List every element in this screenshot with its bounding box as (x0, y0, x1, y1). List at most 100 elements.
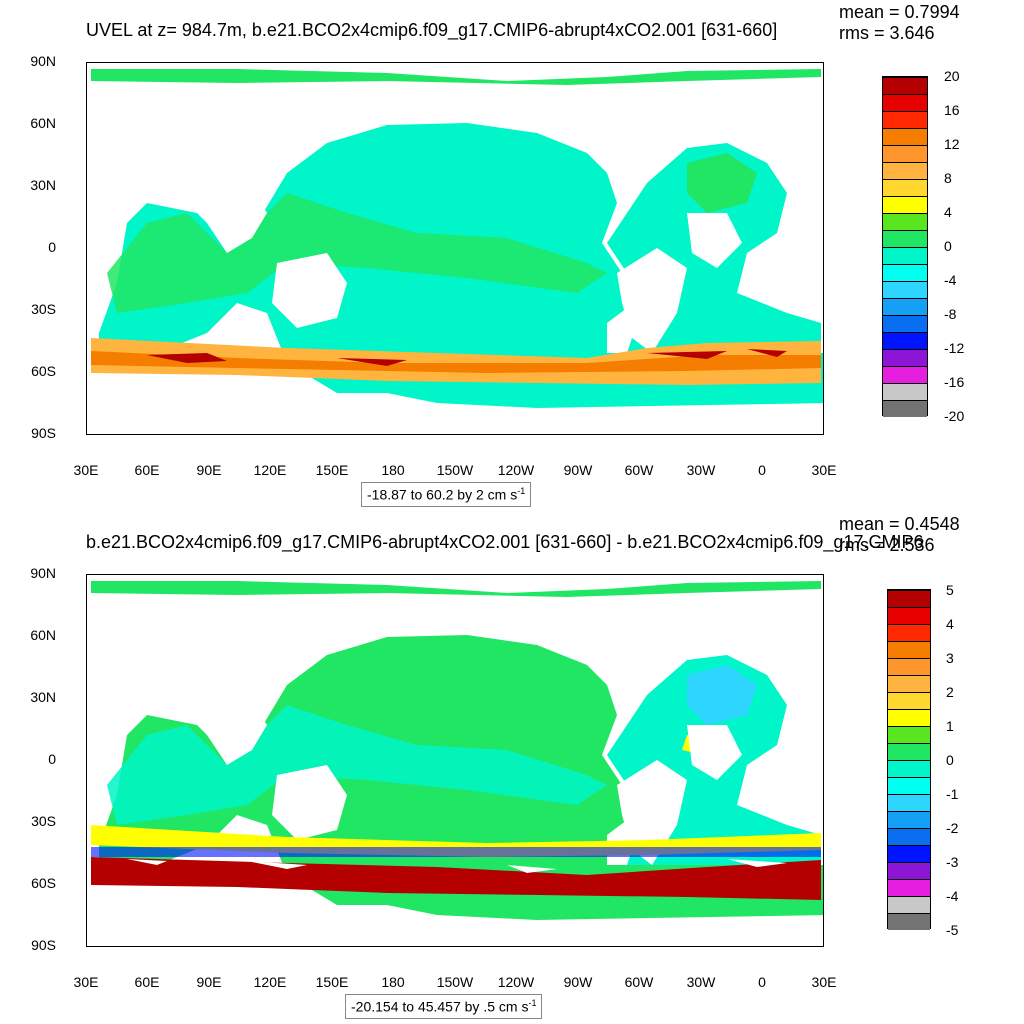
colorbar-segment (883, 111, 927, 128)
lat-label: 60N (30, 627, 56, 643)
colorbar (887, 589, 931, 930)
lon-label: 90W (563, 974, 593, 990)
lon-label: 30W (686, 462, 716, 478)
colorbar-label: -2 (946, 820, 959, 836)
lon-label: 120W (497, 462, 535, 478)
colorbar-label: 12 (944, 136, 960, 152)
colorbar-segment (888, 777, 930, 794)
lat-label: 90S (31, 425, 56, 441)
colorbar-segment (883, 230, 927, 247)
colorbar-segment (883, 196, 927, 213)
colorbar-segment (883, 213, 927, 230)
colorbar-segment (883, 145, 927, 162)
colorbar-segment (888, 726, 930, 743)
lon-label: 30E (811, 974, 837, 990)
colorbar-label: -8 (944, 306, 957, 322)
colorbar-segment (883, 264, 927, 281)
colorbar-segment (888, 590, 930, 607)
colorbar-segment (888, 845, 930, 862)
colorbar-segment (888, 743, 930, 760)
panel-top: UVEL at z= 984.7m, b.e21.BCO2x4cmip6.f09… (30, 3, 965, 507)
colorbar-segment (888, 862, 930, 879)
lat-label: 90N (30, 53, 56, 69)
colorbar-segment (888, 607, 930, 624)
lon-label: 90E (196, 974, 222, 990)
lon-label: 60E (134, 462, 160, 478)
colorbar-segment (888, 624, 930, 641)
colorbar (882, 76, 928, 417)
colorbar-label: 4 (946, 616, 954, 632)
contour-range-label: -18.87 to 60.2 by 2 cm s-1 (361, 482, 532, 507)
lon-label: 0 (758, 974, 766, 990)
lon-label: 150W (436, 974, 474, 990)
panel-title: b.e21.BCO2x4cmip6.f09_g17.CMIP6-abrupt4x… (86, 532, 924, 552)
colorbar-label: -1 (946, 786, 959, 802)
colorbar-label: 16 (944, 102, 960, 118)
contour-range-label: -20.154 to 45.457 by .5 cm s-1 (345, 994, 543, 1019)
lat-label: 30S (31, 813, 56, 829)
lon-label: 180 (381, 974, 405, 990)
colorbar-segment (883, 128, 927, 145)
colorbar-label: 1 (946, 718, 954, 734)
colorbar-label: 0 (944, 238, 952, 254)
colorbar-segment (888, 913, 930, 930)
ocean-map (86, 62, 824, 435)
colorbar-label: -4 (946, 888, 959, 904)
map-field (87, 63, 823, 434)
colorbar-segment (883, 281, 927, 298)
lon-label: 30E (73, 462, 99, 478)
colorbar-label: 5 (946, 582, 954, 598)
colorbar-segment (883, 383, 927, 400)
lon-label: 120W (497, 974, 535, 990)
lat-label: 0 (48, 239, 56, 255)
lon-label: 120E (253, 974, 287, 990)
lon-label: 30E (811, 462, 837, 478)
colorbar-label: 2 (946, 684, 954, 700)
lat-label: 30S (31, 301, 56, 317)
lat-label: 30N (30, 689, 56, 705)
rms-label: rms = 3.646 (839, 23, 935, 43)
colorbar-label: -20 (944, 408, 965, 424)
lon-label: 90W (563, 462, 593, 478)
colorbar-segment (883, 298, 927, 315)
colorbar-segment (883, 349, 927, 366)
colorbar-segment (888, 658, 930, 675)
colorbar-label: -12 (944, 340, 965, 356)
lon-label: 150E (315, 462, 349, 478)
colorbar-label: -3 (946, 854, 959, 870)
ocean-map (86, 574, 824, 947)
lon-label: 120E (253, 462, 287, 478)
panel-title: UVEL at z= 984.7m, b.e21.BCO2x4cmip6.f09… (86, 20, 778, 40)
lon-label: 90E (196, 462, 222, 478)
colorbar-label: 0 (946, 752, 954, 768)
colorbar-segment (883, 94, 927, 111)
colorbar-segment (888, 692, 930, 709)
colorbar-segment (888, 828, 930, 845)
colorbar-label: -5 (946, 922, 959, 938)
colorbar-segment (883, 162, 927, 179)
lon-label: 150E (315, 974, 349, 990)
colorbar-segment (888, 811, 930, 828)
colorbar-segment (888, 794, 930, 811)
colorbar-label: 4 (944, 204, 952, 220)
panel-bottom: b.e21.BCO2x4cmip6.f09_g17.CMIP6-abrupt4x… (0, 512, 1024, 1024)
lon-label: 0 (758, 462, 766, 478)
colorbar-segment (888, 641, 930, 658)
colorbar-segment (883, 400, 927, 417)
colorbar-label: 8 (944, 170, 952, 186)
colorbar-label: -16 (944, 374, 965, 390)
colorbar-segment (888, 879, 930, 896)
rms-label: rms = 2.536 (839, 535, 935, 555)
lat-label: 60N (30, 115, 56, 131)
colorbar-segment (883, 332, 927, 349)
colorbar-segment (888, 709, 930, 726)
lat-label: 30N (30, 177, 56, 193)
lat-label: 60S (31, 875, 56, 891)
colorbar-label: 3 (946, 650, 954, 666)
lon-label: 30W (686, 974, 716, 990)
colorbar-segment (888, 896, 930, 913)
lon-label: 150W (436, 462, 474, 478)
lat-label: 90S (31, 937, 56, 953)
colorbar-label: -4 (944, 272, 957, 288)
map-field (87, 575, 823, 946)
